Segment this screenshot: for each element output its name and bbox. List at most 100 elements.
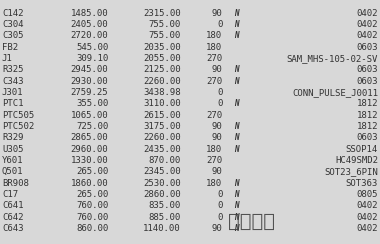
Text: 270: 270 [206,77,222,86]
Text: 0: 0 [217,88,222,97]
Text: N: N [234,145,238,154]
Text: 1330.00: 1330.00 [71,156,108,165]
Text: 0402: 0402 [356,9,378,18]
Text: J1: J1 [2,54,13,63]
Text: 2125.00: 2125.00 [143,65,180,74]
Text: 0402: 0402 [356,202,378,210]
Text: 2615.00: 2615.00 [143,111,180,120]
Text: N: N [234,99,238,108]
Text: 0: 0 [217,202,222,210]
Text: 270: 270 [206,54,222,63]
Text: 2435.00: 2435.00 [143,145,180,154]
Text: 2945.00: 2945.00 [71,65,108,74]
Text: 545.00: 545.00 [76,43,108,51]
Text: 835.00: 835.00 [148,202,180,210]
Text: 2055.00: 2055.00 [143,54,180,63]
Text: 265.00: 265.00 [76,190,108,199]
Text: BR908: BR908 [2,179,29,188]
Text: 0: 0 [217,213,222,222]
Text: 760.00: 760.00 [76,213,108,222]
Text: N: N [234,31,238,40]
Text: 755.00: 755.00 [148,20,180,29]
Text: 2960.00: 2960.00 [71,145,108,154]
Text: HC49SMD2: HC49SMD2 [335,156,378,165]
Text: 90: 90 [212,167,222,176]
Text: N: N [234,122,238,131]
Text: 755.00: 755.00 [148,31,180,40]
Text: 2260.00: 2260.00 [143,77,180,86]
Text: 0603: 0603 [356,43,378,51]
Text: 0: 0 [217,99,222,108]
Text: 0: 0 [217,20,222,29]
Text: 2405.00: 2405.00 [71,20,108,29]
Text: 1812: 1812 [356,111,378,120]
Text: 2315.00: 2315.00 [143,9,180,18]
Text: 270: 270 [206,156,222,165]
Text: SOT363: SOT363 [346,179,378,188]
Text: 90: 90 [212,224,222,233]
Text: 0402: 0402 [356,20,378,29]
Text: N: N [234,77,238,86]
Text: C343: C343 [2,77,24,86]
Text: 工作狂人: 工作狂人 [228,212,275,231]
Text: 3175.00: 3175.00 [143,122,180,131]
Text: 725.00: 725.00 [76,122,108,131]
Text: PTC505: PTC505 [2,111,34,120]
Text: 90: 90 [212,133,222,142]
Text: 870.00: 870.00 [148,156,180,165]
Text: N: N [234,190,238,199]
Text: 0402: 0402 [356,31,378,40]
Text: 2035.00: 2035.00 [143,43,180,51]
Text: 0402: 0402 [356,224,378,233]
Text: 760.00: 760.00 [76,202,108,210]
Text: 309.10: 309.10 [76,54,108,63]
Text: SSOP14: SSOP14 [346,145,378,154]
Text: C142: C142 [2,9,24,18]
Text: C641: C641 [2,202,24,210]
Text: 1485.00: 1485.00 [71,9,108,18]
Text: 180: 180 [206,43,222,51]
Text: 90: 90 [212,65,222,74]
Text: R325: R325 [2,65,24,74]
Text: SOT23_6PIN: SOT23_6PIN [325,167,378,176]
Text: 180: 180 [206,145,222,154]
Text: C305: C305 [2,31,24,40]
Text: 1812: 1812 [356,99,378,108]
Text: J301: J301 [2,88,24,97]
Text: N: N [234,202,238,210]
Text: 180: 180 [206,31,222,40]
Text: 3110.00: 3110.00 [143,99,180,108]
Text: 0603: 0603 [356,77,378,86]
Text: N: N [234,9,238,18]
Text: 860.00: 860.00 [76,224,108,233]
Text: 355.00: 355.00 [76,99,108,108]
Text: 885.00: 885.00 [148,213,180,222]
Text: C642: C642 [2,213,24,222]
Text: 1140.00: 1140.00 [143,224,180,233]
Text: R329: R329 [2,133,24,142]
Text: 1065.00: 1065.00 [71,111,108,120]
Text: 0805: 0805 [356,190,378,199]
Text: 0603: 0603 [356,133,378,142]
Text: 3438.98: 3438.98 [143,88,180,97]
Text: PTC502: PTC502 [2,122,34,131]
Text: SAM_MHS-105-02-SV: SAM_MHS-105-02-SV [287,54,378,63]
Text: U305: U305 [2,145,24,154]
Text: 2530.00: 2530.00 [143,179,180,188]
Text: 2930.00: 2930.00 [71,77,108,86]
Text: 2720.00: 2720.00 [71,31,108,40]
Text: 2260.00: 2260.00 [143,133,180,142]
Text: C304: C304 [2,20,24,29]
Text: N: N [234,213,238,222]
Text: 90: 90 [212,122,222,131]
Text: 0603: 0603 [356,65,378,74]
Text: 1860.00: 1860.00 [71,179,108,188]
Text: 0: 0 [217,190,222,199]
Text: 2860.00: 2860.00 [143,190,180,199]
Text: N: N [234,179,238,188]
Text: Y601: Y601 [2,156,24,165]
Text: 90: 90 [212,9,222,18]
Text: N: N [234,224,238,233]
Text: 180: 180 [206,179,222,188]
Text: 2759.25: 2759.25 [71,88,108,97]
